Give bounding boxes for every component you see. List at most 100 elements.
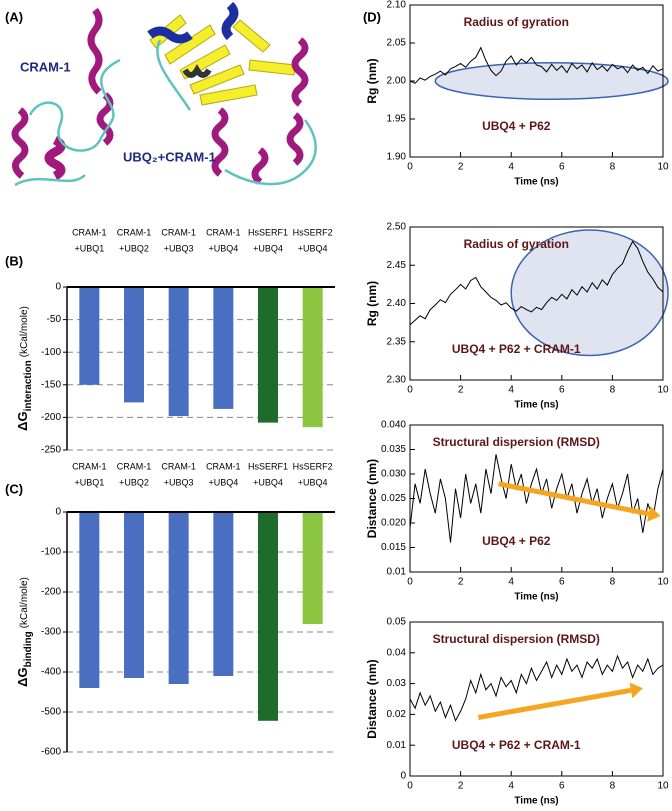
x-tick-label: 10 bbox=[657, 385, 669, 396]
y-tick-label: 1.90 bbox=[387, 152, 407, 163]
y-tick-label: -150 bbox=[41, 379, 61, 390]
y-axis-label: Rg (nm) bbox=[365, 58, 379, 103]
y-tick-label: 0.02 bbox=[387, 709, 407, 720]
x-tick-label: +UBQ2 bbox=[119, 477, 149, 487]
x-tick-label: 8 bbox=[610, 385, 616, 396]
y-tick-label: 2.30 bbox=[387, 375, 407, 386]
y-tick-label: -50 bbox=[47, 314, 62, 325]
y-axis-label-unit: (kCal/mole) bbox=[19, 306, 30, 357]
x-tick-label: 0 bbox=[407, 385, 413, 396]
x-tick-label: 0 bbox=[407, 577, 413, 588]
x-tick-label: +UBQ1 bbox=[74, 243, 104, 253]
x-tick-label: 4 bbox=[508, 577, 514, 588]
molecule-label: CRAM-1 bbox=[20, 59, 71, 74]
x-tick-label: 10 bbox=[657, 577, 669, 588]
x-tick-label: +UBQ4 bbox=[298, 243, 328, 253]
data-line bbox=[409, 46, 664, 84]
x-tick-label: HsSERF1 bbox=[248, 461, 288, 471]
x-tick-label: HsSERF2 bbox=[293, 227, 333, 237]
x-tick-label: 2 bbox=[458, 781, 464, 792]
panel-label: (D) bbox=[363, 9, 381, 24]
y-tick-label: -400 bbox=[41, 667, 61, 678]
x-tick-label: 6 bbox=[559, 162, 565, 173]
y-axis-label-main: ΔG bbox=[15, 667, 30, 686]
y-tick-label: 0.01 bbox=[387, 567, 407, 578]
x-tick-label: CRAM-1 bbox=[117, 461, 152, 471]
x-tick-label: CRAM-1 bbox=[206, 461, 241, 471]
x-tick-label: 6 bbox=[559, 781, 565, 792]
x-tick-label: CRAM-1 bbox=[117, 227, 152, 237]
bar bbox=[258, 512, 278, 721]
y-axis-label: Distance (nm) bbox=[365, 459, 379, 538]
trend-arrow bbox=[477, 687, 632, 720]
y-tick-label: 0.020 bbox=[381, 518, 406, 529]
x-tick-label: +UBQ3 bbox=[164, 477, 194, 487]
panel-label: (B) bbox=[5, 253, 23, 268]
highlight-ellipse bbox=[510, 229, 669, 357]
panel-label: (C) bbox=[5, 481, 23, 496]
x-tick-label: CRAM-1 bbox=[72, 227, 107, 237]
x-tick-label: +UBQ4 bbox=[253, 243, 283, 253]
x-tick-label: +UBQ4 bbox=[253, 477, 283, 487]
y-axis-label-main: ΔG bbox=[15, 411, 30, 430]
bar bbox=[168, 287, 189, 417]
y-tick-label: 0.015 bbox=[381, 542, 406, 553]
molecule-label: UBQ₂+CRAM-1 bbox=[123, 149, 216, 164]
x-tick-label: CRAM-1 bbox=[161, 227, 196, 237]
y-tick-label: 2.00 bbox=[387, 76, 407, 87]
chart-annotation: UBQ4 + P62 + CRAM-1 bbox=[452, 738, 581, 752]
y-tick-label: 2.40 bbox=[387, 298, 407, 309]
y-tick-label: 0.040 bbox=[381, 420, 406, 431]
y-axis-label: Distance (nm) bbox=[365, 659, 379, 738]
data-line bbox=[409, 454, 664, 543]
x-tick-label: +UBQ4 bbox=[208, 243, 238, 253]
x-tick-label: CRAM-1 bbox=[72, 461, 107, 471]
trend-arrow-head bbox=[629, 682, 643, 699]
x-tick-label: 8 bbox=[610, 162, 616, 173]
y-tick-label: -200 bbox=[41, 412, 61, 423]
y-tick-label: 0.025 bbox=[381, 493, 406, 504]
chart-title: Structural dispersion (RMSD) bbox=[433, 435, 600, 449]
chart-title: Structural dispersion (RMSD) bbox=[433, 632, 600, 646]
x-tick-label: 10 bbox=[657, 162, 669, 173]
y-tick-label: -100 bbox=[41, 547, 61, 558]
x-tick-label: +UBQ4 bbox=[208, 477, 238, 487]
x-tick-label: 2 bbox=[458, 577, 464, 588]
data-line bbox=[409, 240, 664, 326]
x-tick-label: +UBQ1 bbox=[74, 477, 104, 487]
x-axis-label: Time (ns) bbox=[514, 796, 558, 807]
x-tick-label: 0 bbox=[407, 781, 413, 792]
x-tick-label: +UBQ4 bbox=[298, 477, 328, 487]
y-tick-label: 2.50 bbox=[387, 222, 407, 233]
x-tick-label: 8 bbox=[610, 577, 616, 588]
x-tick-label: 4 bbox=[508, 781, 514, 792]
y-axis-label-sub: interaction bbox=[23, 360, 34, 411]
chart-title: Radius of gyration bbox=[464, 15, 569, 29]
y-axis-label-unit: (kCal/mole) bbox=[19, 577, 30, 628]
bar bbox=[213, 512, 234, 676]
y-tick-label: -100 bbox=[41, 347, 61, 358]
bar bbox=[79, 287, 100, 385]
bar bbox=[124, 287, 144, 403]
data-line bbox=[409, 654, 664, 722]
y-tick-label: 2.35 bbox=[387, 336, 407, 347]
chart-title: Radius of gyration bbox=[464, 237, 569, 251]
x-tick-label: +UBQ3 bbox=[164, 243, 194, 253]
y-tick-label: -300 bbox=[41, 627, 61, 638]
x-tick-label: 4 bbox=[508, 162, 514, 173]
y-tick-label: 1.95 bbox=[387, 114, 407, 125]
y-axis-label: ΔGinteraction (kCal/mole) bbox=[15, 306, 33, 431]
y-tick-label: 0 bbox=[55, 282, 61, 293]
y-tick-label: 0 bbox=[400, 771, 406, 782]
y-tick-label: 2.45 bbox=[387, 260, 407, 271]
bar bbox=[79, 512, 100, 688]
trend-arrow-head bbox=[647, 505, 661, 522]
bar bbox=[213, 287, 234, 409]
y-tick-label: 0.03 bbox=[387, 678, 407, 689]
bar bbox=[168, 512, 189, 684]
y-tick-label: -500 bbox=[41, 707, 61, 718]
molecule-art bbox=[11, 1, 317, 187]
x-tick-label: 10 bbox=[657, 781, 669, 792]
y-tick-label: 2.10 bbox=[387, 0, 407, 11]
chart-annotation: UBQ4 + P62 + CRAM-1 bbox=[452, 342, 581, 356]
